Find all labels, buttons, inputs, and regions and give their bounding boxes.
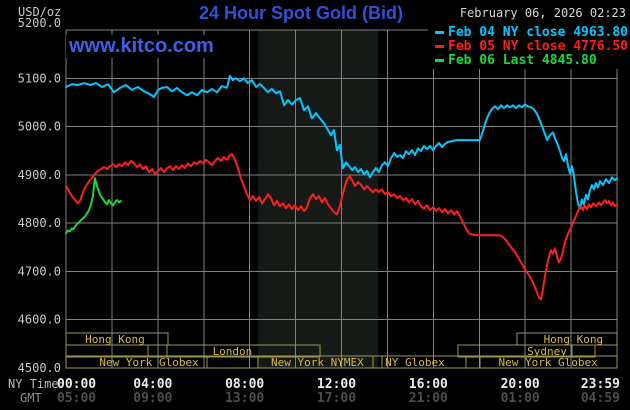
x-axis-label-nytime: 08:00 xyxy=(225,377,264,392)
x-axis-label-nytime: 16:00 xyxy=(409,377,448,392)
unit-label: USD/oz xyxy=(18,5,62,19)
y-axis-label: 4600.0 xyxy=(18,313,61,327)
x-axis-label-nytime: 23:59 xyxy=(581,377,620,392)
y-axis-label: 4900.0 xyxy=(18,168,61,182)
session-box-london xyxy=(166,344,321,358)
y-axis-label: 5200.0 xyxy=(18,16,61,30)
series-line-feb-05 xyxy=(65,153,618,301)
x-axis-label-gmt: 05:00 xyxy=(57,391,96,406)
session-label: Hong Kong xyxy=(85,333,145,346)
x-axis-label-gmt: 17:00 xyxy=(317,391,356,406)
x-axis-label-nytime: 00:00 xyxy=(57,377,96,392)
y-axis-label: 4800.0 xyxy=(18,216,61,230)
y-axis-label: 4500.0 xyxy=(18,361,61,375)
session-box-empty xyxy=(465,355,481,369)
x-axis-label-gmt: 13:00 xyxy=(225,391,264,406)
legend: Feb 04 NY close 4963.80 Feb 05 NY close … xyxy=(428,24,630,69)
session-label: Sydney xyxy=(527,345,567,358)
legend-item-feb04: Feb 04 NY close 4963.80 xyxy=(428,24,630,40)
x-axis-label-gmt: 04:59 xyxy=(581,391,620,406)
legend-item-feb06: Feb 06 Last 4845.80 xyxy=(428,52,630,68)
legend-label: Feb 04 NY close 4963.80 xyxy=(448,24,629,40)
nymex-session-shading xyxy=(257,30,379,368)
series-line-feb-06 xyxy=(65,177,122,235)
x-axis-label-gmt: 01:00 xyxy=(501,391,540,406)
gmt-axis-title: GMT xyxy=(20,391,42,405)
legend-label: Feb 06 Last 4845.80 xyxy=(448,52,597,68)
legend-item-feb05: Feb 05 NY close 4776.50 xyxy=(428,38,630,54)
chart-datetime: February 06, 2026 02:23 xyxy=(459,6,626,20)
session-label: New York NYMEX xyxy=(271,356,364,369)
session-label: London xyxy=(213,345,253,358)
session-label: Hong Kong xyxy=(544,333,604,346)
kitco-link[interactable]: www.kitco.com xyxy=(66,35,217,58)
session-label: NY Globex xyxy=(385,356,445,369)
x-axis-label-gmt: 21:00 xyxy=(409,391,448,406)
session-box-empty xyxy=(571,344,596,358)
legend-dash-icon xyxy=(435,44,444,48)
y-axis-label: 5100.0 xyxy=(18,71,61,85)
ny-time-axis-title: NY Time xyxy=(8,377,59,391)
session-label: New York Globex xyxy=(498,356,598,369)
y-axis-label: 5000.0 xyxy=(18,120,61,134)
legend-label: Feb 05 NY close 4776.50 xyxy=(448,38,629,54)
x-axis-label-nytime: 20:00 xyxy=(501,377,540,392)
series-line-feb-04 xyxy=(65,74,618,210)
x-axis-label-gmt: 09:00 xyxy=(133,391,172,406)
legend-dash-icon xyxy=(435,30,444,34)
page-title: 24 Hour Spot Gold (Bid) xyxy=(199,3,403,23)
x-axis-label-nytime: 12:00 xyxy=(317,377,356,392)
session-label: New York Globex xyxy=(99,356,199,369)
y-axis-label: 4700.0 xyxy=(18,264,61,278)
session-box-new-york-globex xyxy=(479,355,618,369)
x-axis-label-nytime: 04:00 xyxy=(133,377,172,392)
legend-dash-icon xyxy=(435,58,444,62)
